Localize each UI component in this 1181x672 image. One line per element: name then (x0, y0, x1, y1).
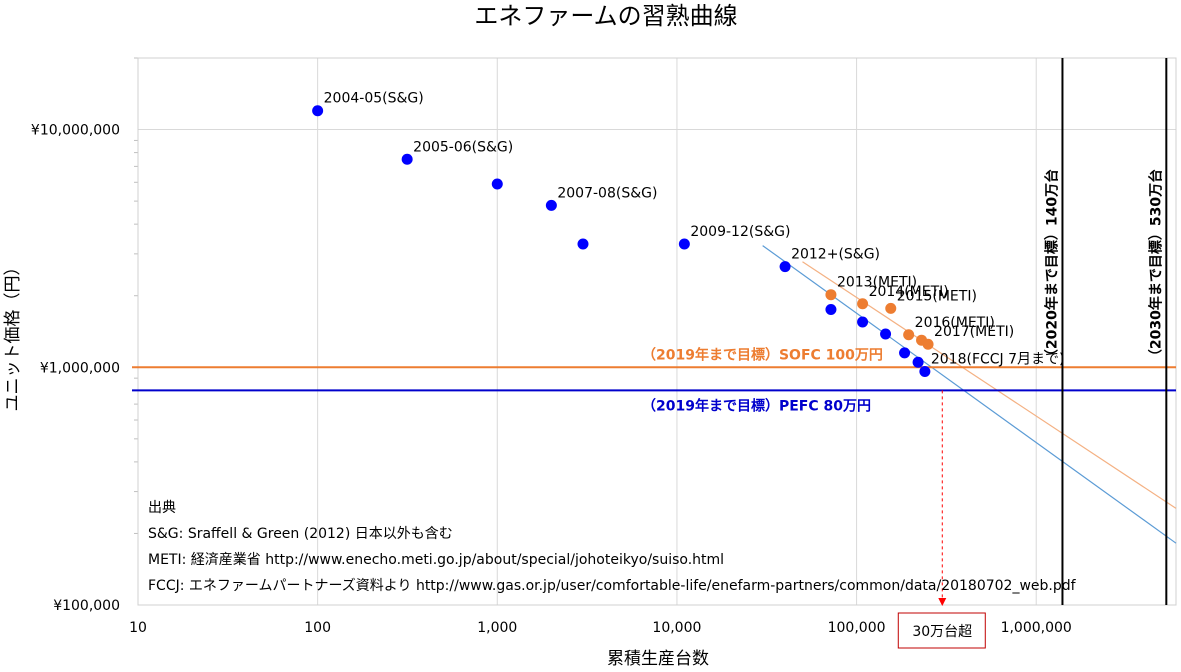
trendline (802, 261, 1177, 509)
vertical-target-label: （2020年まで目標）140万台 (1043, 169, 1060, 363)
data-point (825, 304, 837, 316)
x-tick-label: 10 (129, 620, 147, 636)
data-point-label: 2009-12(S&G) (690, 224, 790, 240)
data-point-label: 2017(METI) (934, 324, 1014, 340)
y-tick-labels: ¥100,000 ¥1,000,000 ¥10,000,000 (31, 123, 120, 614)
data-point (545, 199, 557, 211)
data-point-label: 2012+(S&G) (791, 247, 880, 263)
data-point-label: 2014(METI) (869, 284, 949, 300)
data-point-label: 2015(METI) (897, 288, 977, 304)
data-point-label: 2004-05(S&G) (324, 91, 424, 107)
y-tick-label: ¥100,000 (53, 598, 120, 614)
data-point (491, 178, 503, 190)
data-point (885, 302, 897, 314)
data-point-label: 2013(METI) (837, 275, 917, 291)
vertical-target-label: （2030年まで目標）530万台 (1147, 169, 1164, 363)
target-lines: （2019年まで目標）SOFC 100万円 （2019年まで目標）PEFC 80万… (132, 346, 1176, 414)
data-point (903, 329, 915, 341)
x-tick-label: 100,000 (828, 620, 886, 636)
x-axis-label: 累積生産台数 (607, 649, 709, 669)
data-point (857, 298, 869, 310)
data-point (899, 347, 911, 359)
data-point (857, 316, 869, 328)
vertical-lines: （2020年まで目標）140万台 （2030年まで目標）530万台 (1043, 58, 1168, 605)
x-tick-labels: 10 100 1,000 10,000 100,000 1,000,000 (129, 620, 1072, 636)
data-point (912, 356, 924, 368)
annotation: 30万台超 (897, 390, 986, 649)
x-tick-label: 100 (304, 620, 331, 636)
y-tick-label: ¥1,000,000 (40, 360, 120, 376)
annotation-label: 30万台超 (912, 624, 972, 640)
data-point-label: 2018(FCCJ 7月まで) (931, 351, 1065, 367)
y-axis-label: ユニット価格（円） (3, 259, 23, 412)
data-point-label: 2007-08(S&G) (557, 185, 657, 201)
data-point (922, 338, 934, 350)
point-labels: 2004-05(S&G) 2005-06(S&G) 2007-08(S&G) 2009… (324, 91, 1065, 368)
data-point (577, 238, 589, 250)
annotation-box (897, 612, 986, 649)
data-point (312, 105, 324, 117)
grid (134, 57, 1176, 606)
x-tick-label: 10,000 (652, 620, 701, 636)
data-point-label: 2005-06(S&G) (413, 139, 513, 155)
data-point (401, 153, 413, 165)
source-note: METI: 経済産業省 http://www.enecho.meti.go.jp… (148, 552, 724, 568)
source-note: 出典 (148, 500, 176, 516)
data-point (678, 238, 690, 250)
plot-frame (137, 57, 1177, 606)
data-point (779, 261, 791, 273)
target-label: （2019年まで目標）PEFC 80万円 (642, 397, 871, 414)
x-tick-label: 1,000 (477, 620, 517, 636)
data-point (919, 365, 931, 377)
y-tick-label: ¥10,000,000 (31, 123, 120, 139)
annotation-arrowhead (938, 598, 947, 606)
data-point (880, 328, 892, 340)
x-tick-label: 1,000,000 (1001, 620, 1072, 636)
data-points (312, 105, 934, 377)
chart-title: エネファームの習熟曲線 (474, 2, 737, 30)
source-note: S&G: Sraffell & Green (2012) 日本以外も含む (148, 526, 453, 542)
target-label: （2019年まで目標）SOFC 100万円 (642, 346, 883, 363)
source-note: FCCJ: エネファームパートナーズ資料より http://www.gas.or… (148, 578, 1077, 594)
data-point-label: 2016(METI) (915, 315, 995, 331)
data-point (825, 289, 837, 301)
source-notes: 出典 S&G: Sraffell & Green (2012) 日本以外も含む ME… (148, 500, 1077, 594)
